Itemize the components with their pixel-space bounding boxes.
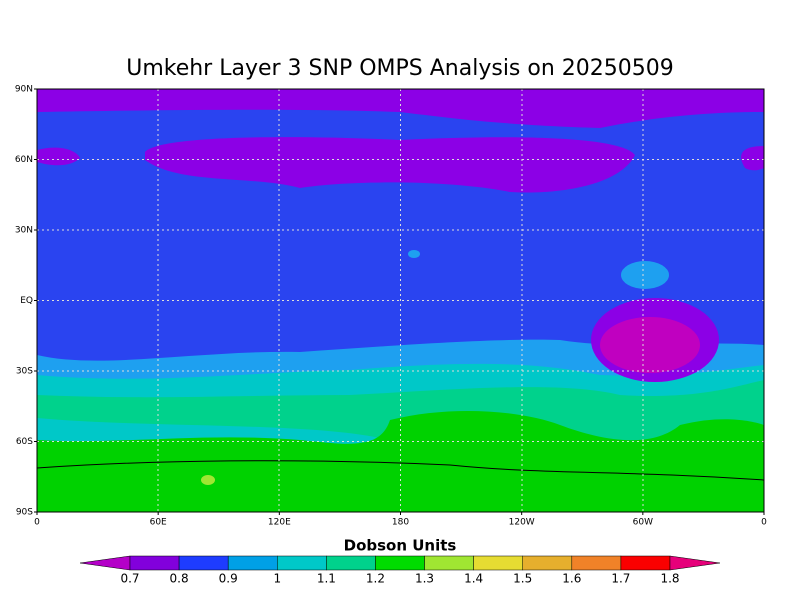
lon-label: 0 (761, 518, 767, 528)
lat-label: 30N (15, 226, 33, 236)
colorbar-cell (178, 555, 229, 571)
colorbar-cell (375, 555, 425, 571)
band-fill (741, 146, 764, 171)
lon-label: 60W (633, 518, 653, 528)
colorbar-cell (473, 555, 523, 571)
colorbar-label: 1.8 (660, 572, 679, 586)
colorbar-cell (620, 555, 671, 571)
colorbar-cell (571, 555, 622, 571)
lon-label: 120E (268, 518, 291, 528)
colorbar-label: 1.3 (415, 572, 434, 586)
band-fill (201, 475, 215, 485)
lat-label: 30S (16, 367, 33, 377)
colorbar-label: 1.1 (317, 572, 336, 586)
lat-label: 60S (16, 437, 33, 447)
colorbar-label: 1.2 (366, 572, 385, 586)
lat-label: EQ (20, 296, 33, 306)
band-fill (600, 317, 700, 373)
colorbar-label: 1.4 (464, 572, 483, 586)
band-fill (37, 147, 80, 166)
colorbar-label: 0.9 (219, 572, 238, 586)
colorbar-cell (669, 555, 721, 571)
colorbar-label: 1.5 (513, 572, 532, 586)
colorbar-cell (227, 555, 278, 571)
lon-label: 120W (509, 518, 535, 528)
lat-label: 60N (15, 155, 33, 165)
coastline (36, 460, 765, 481)
colorbar-title: Dobson Units (344, 537, 457, 555)
colorbar-label: 0.7 (120, 572, 139, 586)
lon-label: 60E (150, 518, 167, 528)
band-fill (37, 418, 380, 446)
colorbar-label: 1.7 (611, 572, 630, 586)
lat-label: 90N (15, 85, 33, 95)
lat-label: 90S (16, 508, 33, 518)
colorbar-label: 0.8 (170, 572, 189, 586)
colorbar-cell (326, 555, 376, 571)
band-fill (37, 410, 764, 512)
colorbar-label: 1.6 (562, 572, 581, 586)
band-fill (621, 261, 669, 289)
band-fill (408, 250, 420, 258)
band-fill (37, 89, 764, 128)
graticule (36, 88, 765, 513)
colorbar-cell (129, 555, 180, 571)
lon-label: 180 (392, 518, 409, 528)
band-fill (145, 137, 635, 193)
title: Umkehr Layer 3 SNP OMPS Analysis on 2025… (126, 56, 674, 81)
colorbar: Dobson Units 0.7 0.8 0.9 1 1.1 1.2 1.3 1.4 1.5 1.6… (79, 537, 721, 586)
colorbar-cell (79, 555, 131, 571)
colorbar-cell (277, 555, 327, 571)
colorbar-cell (424, 555, 474, 571)
colorbar-label: 1 (273, 572, 281, 586)
colorbar-cell (522, 555, 573, 571)
lon-label: 0 (34, 518, 40, 528)
